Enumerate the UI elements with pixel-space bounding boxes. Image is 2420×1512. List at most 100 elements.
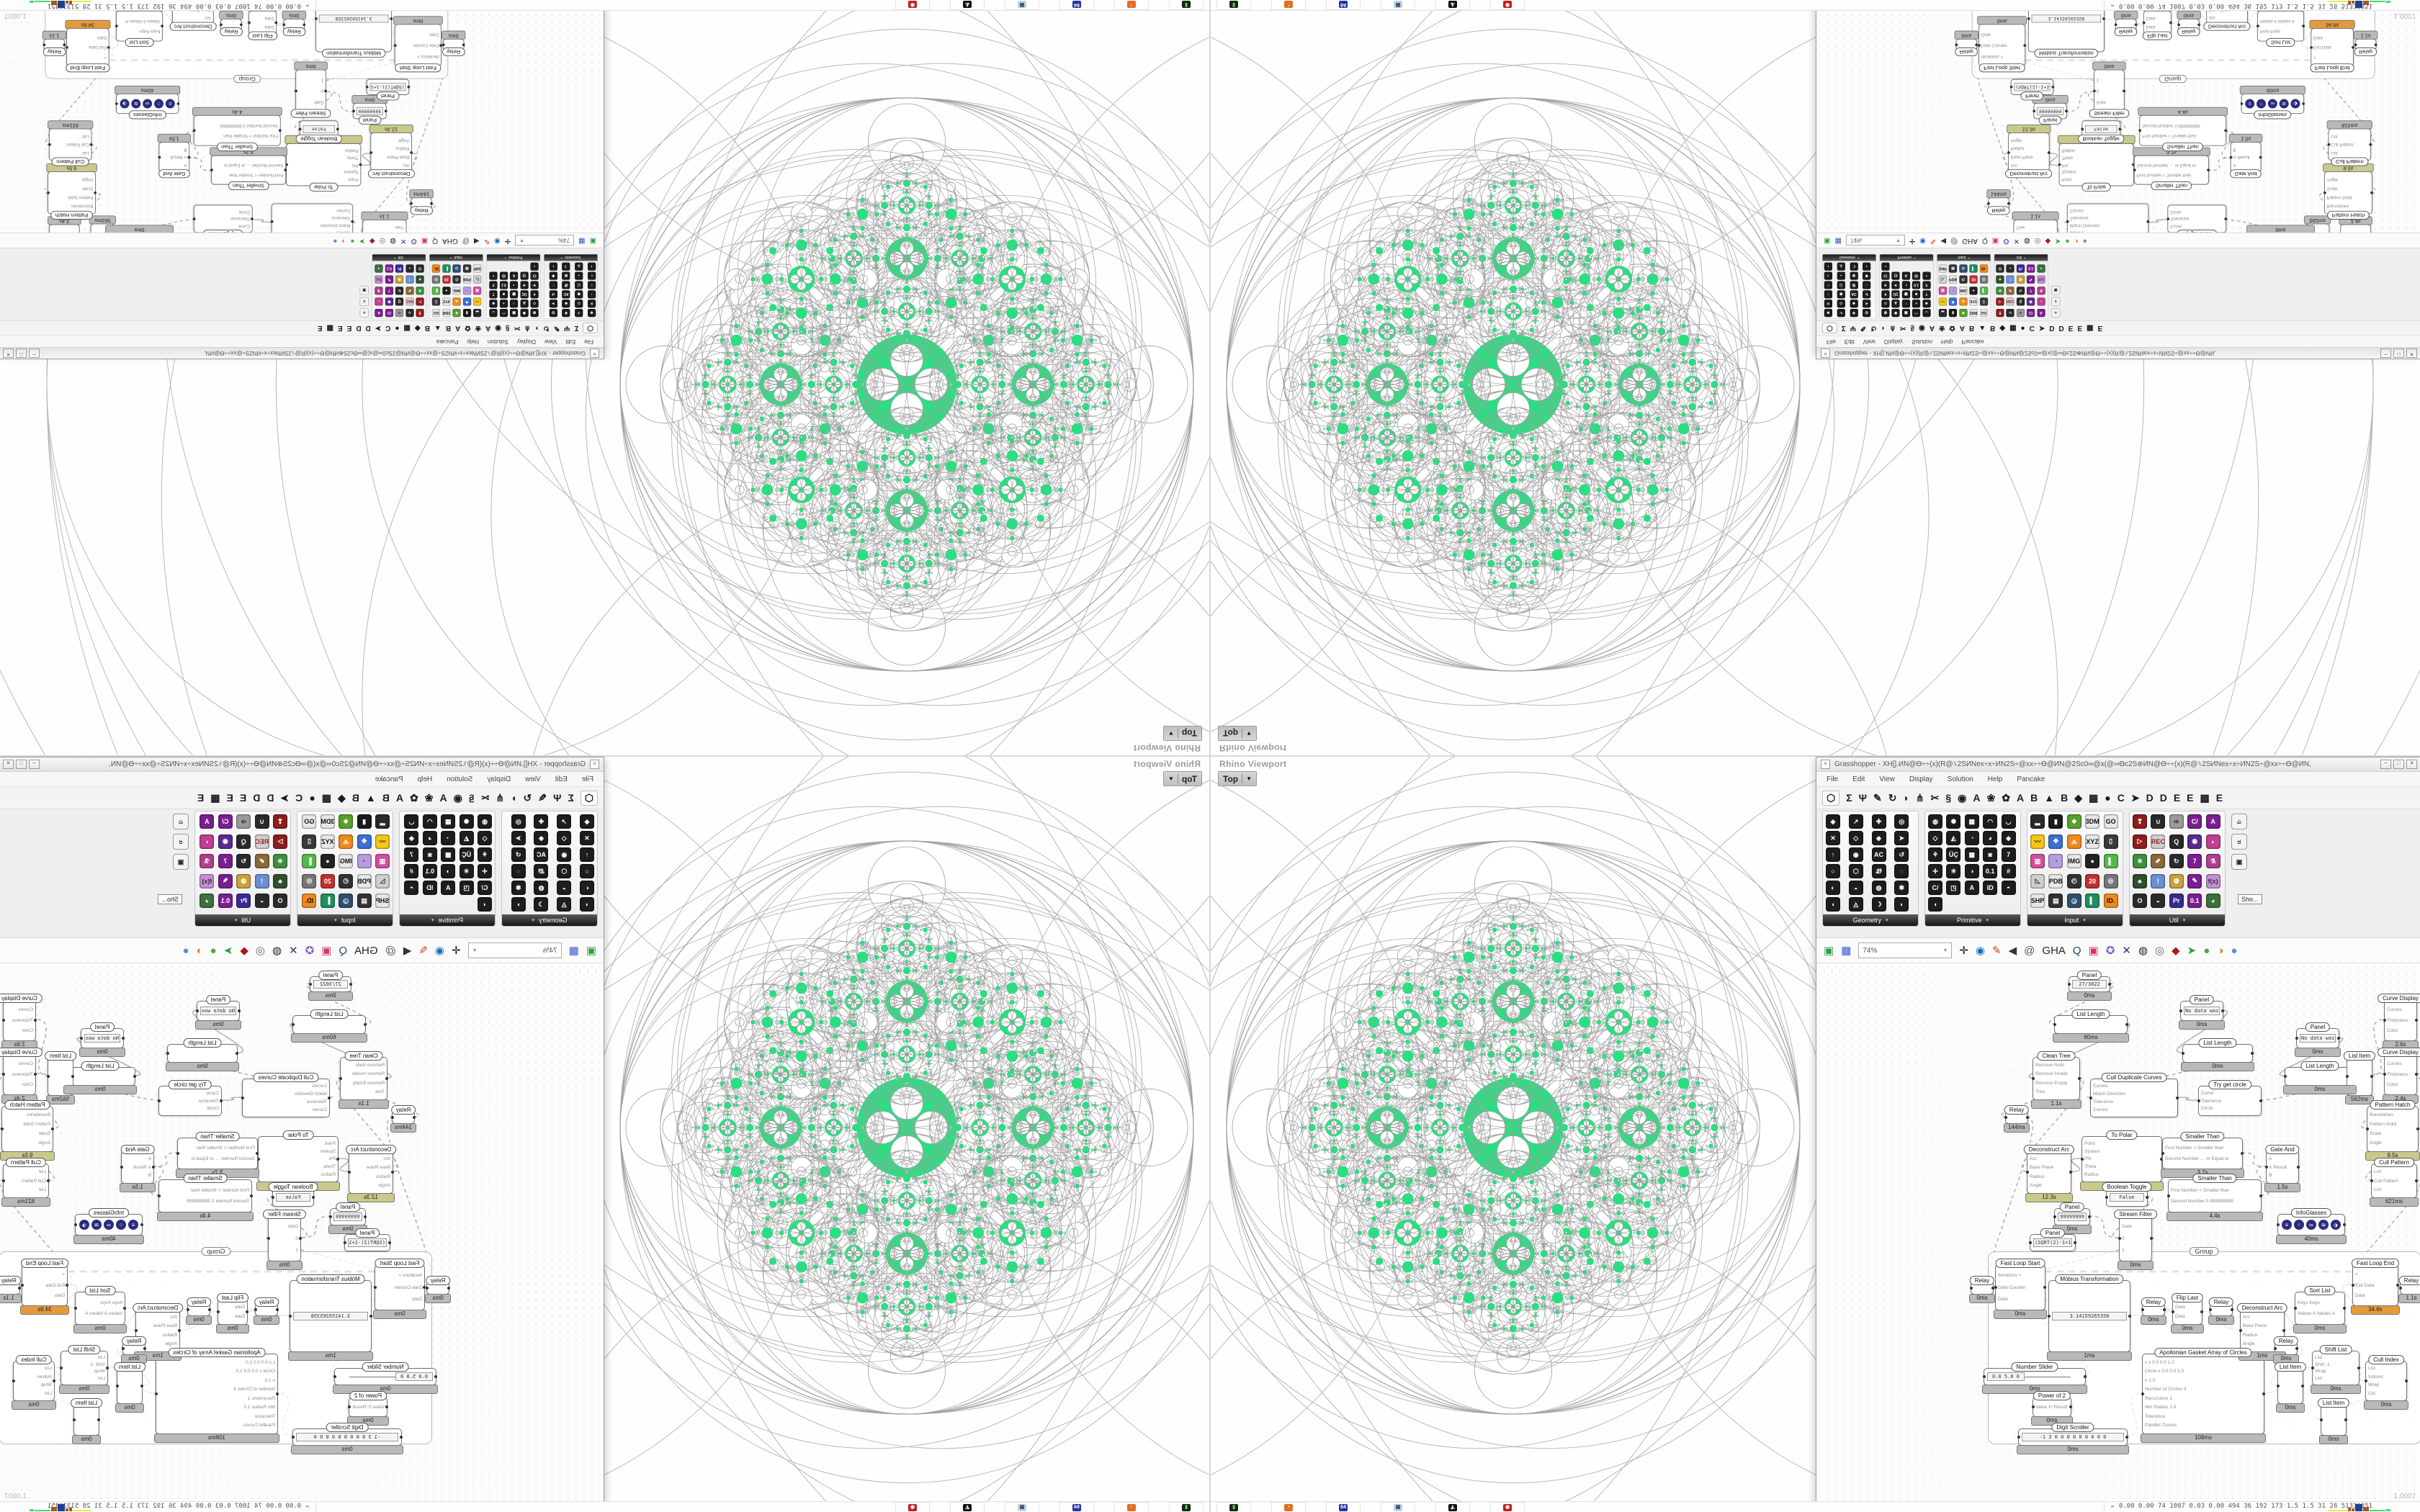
toolbar-icon[interactable]: ● xyxy=(2082,237,2087,245)
node-value[interactable]: False xyxy=(2084,125,2118,133)
component-icon[interactable]: 7 xyxy=(2001,847,2016,862)
gh-node-relay[interactable]: Relay 0ms xyxy=(1954,30,1979,57)
ribbon-tab-icon[interactable]: Ψ xyxy=(553,792,562,804)
component-icon[interactable]: GO xyxy=(432,309,441,318)
component-icon[interactable]: C/ xyxy=(530,271,539,280)
gh-node-relay[interactable]: Relay 0ms xyxy=(441,30,466,57)
component-icon[interactable]: ↗ xyxy=(1848,814,1863,829)
component-icon[interactable]: ✐ xyxy=(254,854,269,869)
ribbon-tab-icon[interactable]: ◆ xyxy=(338,791,346,804)
ribbon-tab-icon[interactable]: ✿ xyxy=(410,791,418,804)
gh-node-smaller-than[interactable]: Smaller Than 3.7s First Number < Smaller t… xyxy=(2132,147,2210,191)
component-icon[interactable]: ◓ xyxy=(2001,881,2016,895)
grasshopper-toolbar[interactable]: ▣ ▦ 74% ▼ ✛ ◉ ✎ ◀ @ GHA Q ▣ ✪ ✕ ◍ ◎ ◆ ➤ ● ◑ ● xyxy=(1816,938,2420,963)
menu-help[interactable]: Help xyxy=(467,338,479,345)
ribbon-tab-icon[interactable]: A xyxy=(2016,792,2025,804)
ribbon-tab-icon[interactable]: Ψ xyxy=(1850,324,1856,333)
component-icon[interactable]: ◈ xyxy=(1826,814,1840,829)
gh-node-digit-scroller[interactable]: Digit Scroller 0ms -1 3 0 0 0 0 0 0 0 0 0 xyxy=(2017,1423,2129,1454)
component-icon[interactable]: ◖ xyxy=(1824,262,1832,271)
toolbar-icon[interactable]: ✎ xyxy=(483,237,490,245)
viewport-view-button[interactable]: Top ▼ xyxy=(1218,726,1258,741)
toolbar-icon[interactable]: GHA xyxy=(442,237,458,245)
component-icon[interactable]: ✥ xyxy=(357,834,372,849)
component-icon[interactable]: ▍ xyxy=(2085,894,2100,909)
component-icon[interactable]: ▥ xyxy=(1938,287,1948,295)
component-icon[interactable]: ▮ xyxy=(462,309,471,318)
component-icon[interactable]: ▣ xyxy=(2231,854,2247,870)
gh-node-to-polar[interactable]: To Polar15.3sPointSystemPhiThetaRadius xyxy=(256,1130,340,1191)
ribbon-tab-icon[interactable]: ◆ xyxy=(2074,791,2082,804)
node-value[interactable]: 99999999 xyxy=(2058,1212,2087,1221)
gh-node-pattern-hatch[interactable]: Pattern Hatch 9.5s Boundaries Pattern Solid… xyxy=(2323,163,2374,220)
toolbar-icon[interactable]: ✪ xyxy=(2105,944,2115,957)
ribbon-tab-icon[interactable]: ▲ xyxy=(434,324,442,333)
component-icon[interactable]: ◳ xyxy=(1891,271,1900,280)
component-icon[interactable]: ▩ xyxy=(1964,847,1979,862)
toolbar-icon[interactable]: Q xyxy=(432,237,439,245)
gh-node-power-of-2[interactable]: Power of 2 0ms Value 2ⁿ Result xyxy=(2031,1391,2073,1426)
open-file-button[interactable]: ▣ xyxy=(1824,944,1834,957)
component-icon[interactable]: ▦ xyxy=(1964,814,1979,829)
component-icon[interactable]: ⬡ xyxy=(557,864,572,878)
taskbar-app-icon[interactable]: ◔ xyxy=(1114,0,1149,10)
taskbar[interactable]: ▮ ◔ 64 ▦ ◭ ◉ xyxy=(895,1502,1204,1512)
component-icon[interactable]: ✕ xyxy=(580,831,594,845)
menu-file[interactable]: File xyxy=(584,338,593,345)
open-file-button[interactable]: ▣ xyxy=(586,944,596,957)
component-icon[interactable]: ◒ xyxy=(557,881,572,895)
component-icon[interactable]: ➤ xyxy=(549,300,557,308)
node-value[interactable]: No data was xyxy=(2300,1034,2336,1043)
gh-node-cull-pattern[interactable]: Cull Pattern 621ms List Cull Pattern List xyxy=(1,1158,50,1207)
viewport-view-button[interactable]: Top ▼ xyxy=(1162,771,1202,786)
taskbar[interactable]: ▮ ◔ 64 ▦ ◭ ◉ xyxy=(1216,0,1525,10)
ribbon-tab-icon[interactable]: ↻ xyxy=(1888,791,1897,804)
component-icon[interactable]: ❣ xyxy=(1996,309,2004,318)
component-icon[interactable]: ◒ xyxy=(1837,271,1845,280)
gh-node-cull-pattern[interactable]: Cull Pattern 621ms List Cull Pattern List xyxy=(48,120,94,166)
gh-node-power-of-2[interactable]: Power of 2 0ms Value 2ⁿ Result xyxy=(347,1391,389,1426)
node-value[interactable]: 99999999 xyxy=(333,1212,362,1221)
toolbar-icon[interactable]: ▣ xyxy=(321,944,332,957)
window-buttons[interactable]: ─ □ ✕ xyxy=(2380,348,2417,358)
toolbar-icon[interactable]: ➤ xyxy=(2055,237,2061,245)
component-icon[interactable]: ◒ xyxy=(254,894,269,909)
gh-node-list-length[interactable]: List Length 60ms xyxy=(2053,1009,2129,1043)
component-icon[interactable]: ◬ xyxy=(1848,897,1863,912)
gh-node-to-polar[interactable]: To Polar15.3sPointSystemPhiThetaRadius xyxy=(284,135,363,192)
component-icon[interactable]: ◌ xyxy=(1863,281,1871,289)
gh-node-infoglasses[interactable]: InfoGlasses 40ms ≡ ⁘ ∞ ≋ ⬗ xyxy=(2276,1208,2347,1244)
ribbon-tab-icon[interactable]: ● xyxy=(395,324,400,333)
component-icon[interactable]: 7 xyxy=(1922,290,1931,299)
component-icon[interactable]: REC xyxy=(254,834,269,849)
toolbar-icon[interactable]: ✕ xyxy=(400,237,407,245)
ribbon-tab-icon[interactable]: ◗ xyxy=(534,324,539,333)
taskbar-app-icon[interactable]: 64 xyxy=(1326,1502,1361,1512)
component-icon[interactable]: ◳ xyxy=(1946,881,1961,895)
menu-pancake[interactable]: Pancake xyxy=(436,338,459,345)
component-icon[interactable]: AC xyxy=(562,290,570,299)
component-icon[interactable]: ▣ xyxy=(2051,286,2061,295)
component-icon[interactable]: ➤ xyxy=(1894,831,1909,845)
toolbar-icon[interactable]: ● xyxy=(2203,944,2210,957)
component-icon[interactable]: ◇ xyxy=(1837,300,1845,308)
component-icon[interactable]: ✕ xyxy=(1826,831,1840,845)
ribbon-tab-icon[interactable]: E xyxy=(337,324,343,333)
gh-node-deconstruct-arc[interactable]: Deconstruct Arc 12.3s Arc Base Plane Radius A… xyxy=(2023,1145,2075,1202)
component-icon[interactable]: ▯ xyxy=(1979,297,1988,306)
component-icon[interactable]: ✐ xyxy=(2151,854,2166,869)
gh-node-stream-filter[interactable]: Stream Filter 0ms Gate 0 1 xyxy=(2114,1210,2157,1270)
ribbon-tab-icon[interactable]: B xyxy=(351,792,359,804)
component-icon[interactable]: ◑ xyxy=(510,281,519,289)
ribbon-tab-icon[interactable]: ▲ xyxy=(365,792,376,804)
component-icon[interactable]: 0.1 xyxy=(1912,281,1921,289)
grasshopper-tabbar[interactable]: ⬡ Σ Ψ ✎ ↻ ◗ ⋔ ✂ § ◉ A ❀ ✿ A B ▲ B ◆ ▦ ● C ➤ D D E E ▩ E xyxy=(1816,320,2420,336)
ribbon-tab-icon[interactable]: Σ xyxy=(574,324,579,333)
component-icon[interactable]: ▷ xyxy=(1996,297,2004,306)
component-icon[interactable]: ▥ xyxy=(2030,854,2045,869)
toolbar-icon[interactable]: ◍ xyxy=(2138,944,2148,957)
taskbar-app-icon[interactable]: ◉ xyxy=(1490,0,1525,10)
toolbar-icon[interactable]: ● xyxy=(350,237,355,245)
component-icon[interactable]: ◆ xyxy=(562,300,570,308)
